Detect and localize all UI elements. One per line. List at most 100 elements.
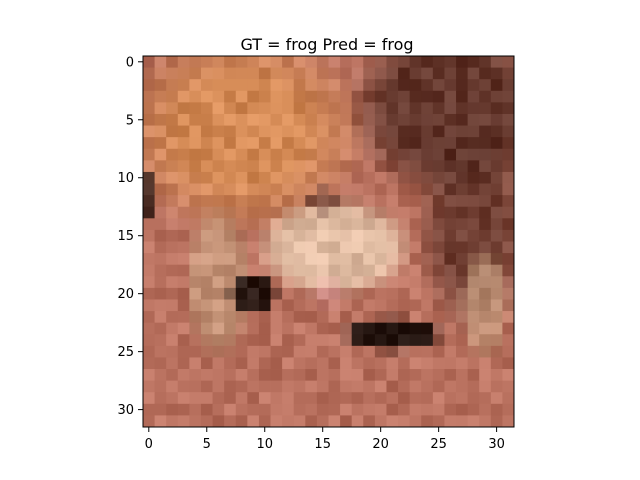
figure-title: GT = frog Pred = frog [240, 35, 413, 54]
image-pixel [479, 322, 492, 335]
image-pixel [351, 171, 364, 184]
image-pixel [177, 241, 190, 254]
image-pixel [421, 195, 434, 208]
image-pixel [247, 125, 260, 138]
image-pixel [224, 241, 237, 254]
image-pixel [189, 253, 202, 266]
image-pixel [351, 311, 364, 324]
image-pixel [328, 380, 341, 393]
image-pixel [247, 148, 260, 161]
image-pixel [386, 369, 399, 382]
image-pixel [456, 241, 469, 254]
image-pixel [166, 415, 179, 428]
image-pixel [189, 403, 202, 416]
image-pixel [374, 102, 387, 115]
image-pixel [328, 171, 341, 184]
image-pixel [305, 241, 318, 254]
image-pixel [270, 264, 283, 277]
image-pixel [224, 148, 237, 161]
image-pixel [467, 183, 480, 196]
image-pixel [235, 195, 248, 208]
image-pixel [258, 380, 271, 393]
image-pixel [270, 67, 283, 80]
image-pixel [224, 229, 237, 242]
image-pixel [328, 392, 341, 405]
image-pixel [143, 229, 155, 242]
image-pixel [328, 67, 341, 80]
image-pixel [444, 137, 457, 150]
image-pixel [421, 79, 434, 92]
image-pixel [224, 113, 237, 126]
image-pixel [293, 345, 306, 358]
image-pixel [316, 287, 329, 300]
image-pixel [200, 253, 213, 266]
image-pixel [421, 67, 434, 80]
image-pixel [363, 403, 376, 416]
image-pixel [293, 160, 306, 173]
image-pixel [212, 79, 225, 92]
image-pixel [224, 160, 237, 173]
image-pixel [200, 79, 213, 92]
image-pixel [224, 125, 237, 138]
image-pixel [224, 311, 237, 324]
image-pixel [351, 334, 364, 347]
image-pixel [212, 369, 225, 382]
image-pixel [444, 345, 457, 358]
image-pixel [490, 334, 503, 347]
image-pixel [432, 369, 445, 382]
image-pixel [200, 160, 213, 173]
image-pixel [421, 137, 434, 150]
image-pixel [143, 311, 155, 324]
image-pixel [502, 287, 515, 300]
image-pixel [293, 253, 306, 266]
image-pixel [340, 380, 353, 393]
image-pixel [340, 392, 353, 405]
image-pixel [409, 392, 422, 405]
image-pixel [456, 56, 469, 68]
image-pixel [154, 79, 167, 92]
image-pixel [490, 345, 503, 358]
image-pixel [200, 241, 213, 254]
image-pixel [282, 148, 295, 161]
image-pixel [421, 299, 434, 312]
image-pixel [282, 299, 295, 312]
image-pixel [258, 287, 271, 300]
image-pixel [293, 195, 306, 208]
image-pixel [490, 369, 503, 382]
image-pixel [282, 218, 295, 231]
image-pixel [340, 403, 353, 416]
image-pixel [154, 218, 167, 231]
image-pixel [224, 218, 237, 231]
image-pixel [235, 56, 248, 68]
image-pixel [444, 415, 457, 428]
image-pixel [479, 334, 492, 347]
image-pixel [177, 380, 190, 393]
image-pixel [502, 102, 515, 115]
image-pixel [502, 56, 515, 68]
image-pixel [467, 241, 480, 254]
image-pixel [258, 241, 271, 254]
image-pixel [258, 160, 271, 173]
image-pixel [421, 311, 434, 324]
image-pixel [432, 264, 445, 277]
image-pixel [502, 357, 515, 370]
image-pixel [479, 299, 492, 312]
image-pixel [479, 287, 492, 300]
image-pixel [328, 102, 341, 115]
image-pixel [200, 415, 213, 428]
image-pixel [502, 276, 515, 289]
image-pixel [200, 264, 213, 277]
image-pixel [305, 334, 318, 347]
image-pixel [200, 287, 213, 300]
image-pixel [409, 229, 422, 242]
image-pixel [444, 264, 457, 277]
image-pixel [270, 392, 283, 405]
image-pixel [374, 322, 387, 335]
image-pixel [166, 90, 179, 103]
image-pixel [166, 113, 179, 126]
image-pixel [154, 334, 167, 347]
image-pixel [386, 229, 399, 242]
image-pixel [200, 137, 213, 150]
image-pixel [340, 125, 353, 138]
image-pixel [456, 299, 469, 312]
